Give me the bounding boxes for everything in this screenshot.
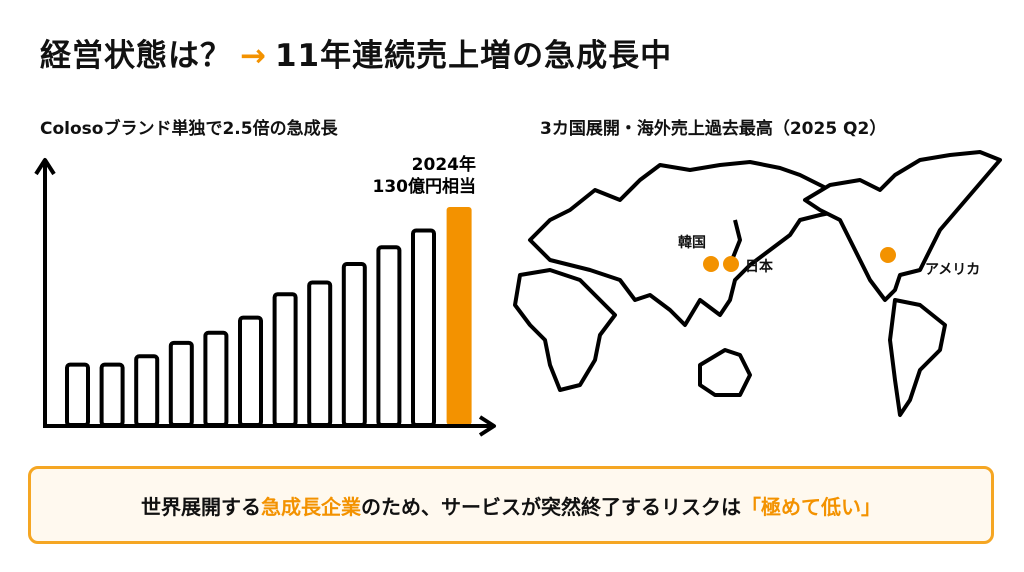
- bar: [99, 362, 125, 427]
- page-title: 経営状態は？ → 11年連続売上増の急成長中: [40, 30, 672, 75]
- eurasia-outline: [528, 160, 847, 327]
- title-answer: 11年連続売上増の急成長中: [274, 38, 673, 74]
- map-subtitle: 3カ国展開・海外売上過去最高（2025 Q2）: [540, 119, 887, 139]
- map-label-usa: アメリカ: [925, 262, 981, 278]
- bar: [65, 362, 90, 427]
- south-america-outline: [888, 298, 947, 417]
- y-axis-arrow-icon: [34, 158, 56, 176]
- chart-subtitle: Colosoブランド単独で2.5倍の急成長: [40, 119, 338, 139]
- africa-outline: [513, 268, 617, 392]
- arrow-right-icon: →: [240, 38, 267, 74]
- map-marker-usa: [880, 247, 896, 263]
- map-label-japan: 日本: [745, 259, 773, 275]
- bar: [307, 280, 333, 427]
- bar: [238, 315, 263, 427]
- bar-highlight: [446, 207, 472, 425]
- world-map: [513, 150, 1002, 417]
- australia-outline: [698, 348, 752, 397]
- message-highlight-growth: 急成長企業: [261, 494, 361, 519]
- bar: [411, 228, 436, 427]
- bar-chart: 2024年 130億円相当: [34, 154, 496, 437]
- conclusion-box: 世界展開する 急成長企業 のため、サービスが突然終了するリスクは 「極めて低い」: [28, 466, 994, 544]
- bar: [376, 245, 402, 427]
- bar: [272, 292, 298, 427]
- bar: [134, 354, 160, 427]
- map-label-korea: 韓国: [678, 235, 706, 251]
- bar: [341, 262, 367, 427]
- x-axis-arrow-icon: [478, 415, 496, 437]
- map-marker-korea: [703, 256, 719, 272]
- message-text: 世界展開する: [141, 494, 261, 519]
- highlight-label-value: 130億円相当: [373, 176, 477, 197]
- bar: [203, 330, 229, 427]
- title-question: 経営状態は？: [40, 38, 232, 74]
- highlight-label-year: 2024年: [412, 154, 476, 175]
- message-text-2: のため、サービスが突然終了するリスクは: [361, 494, 741, 519]
- north-america-outline: [803, 150, 1002, 302]
- message-highlight-risk: 「極めて低い」: [741, 494, 881, 519]
- map-marker-japan: [723, 256, 739, 272]
- bar: [168, 340, 194, 427]
